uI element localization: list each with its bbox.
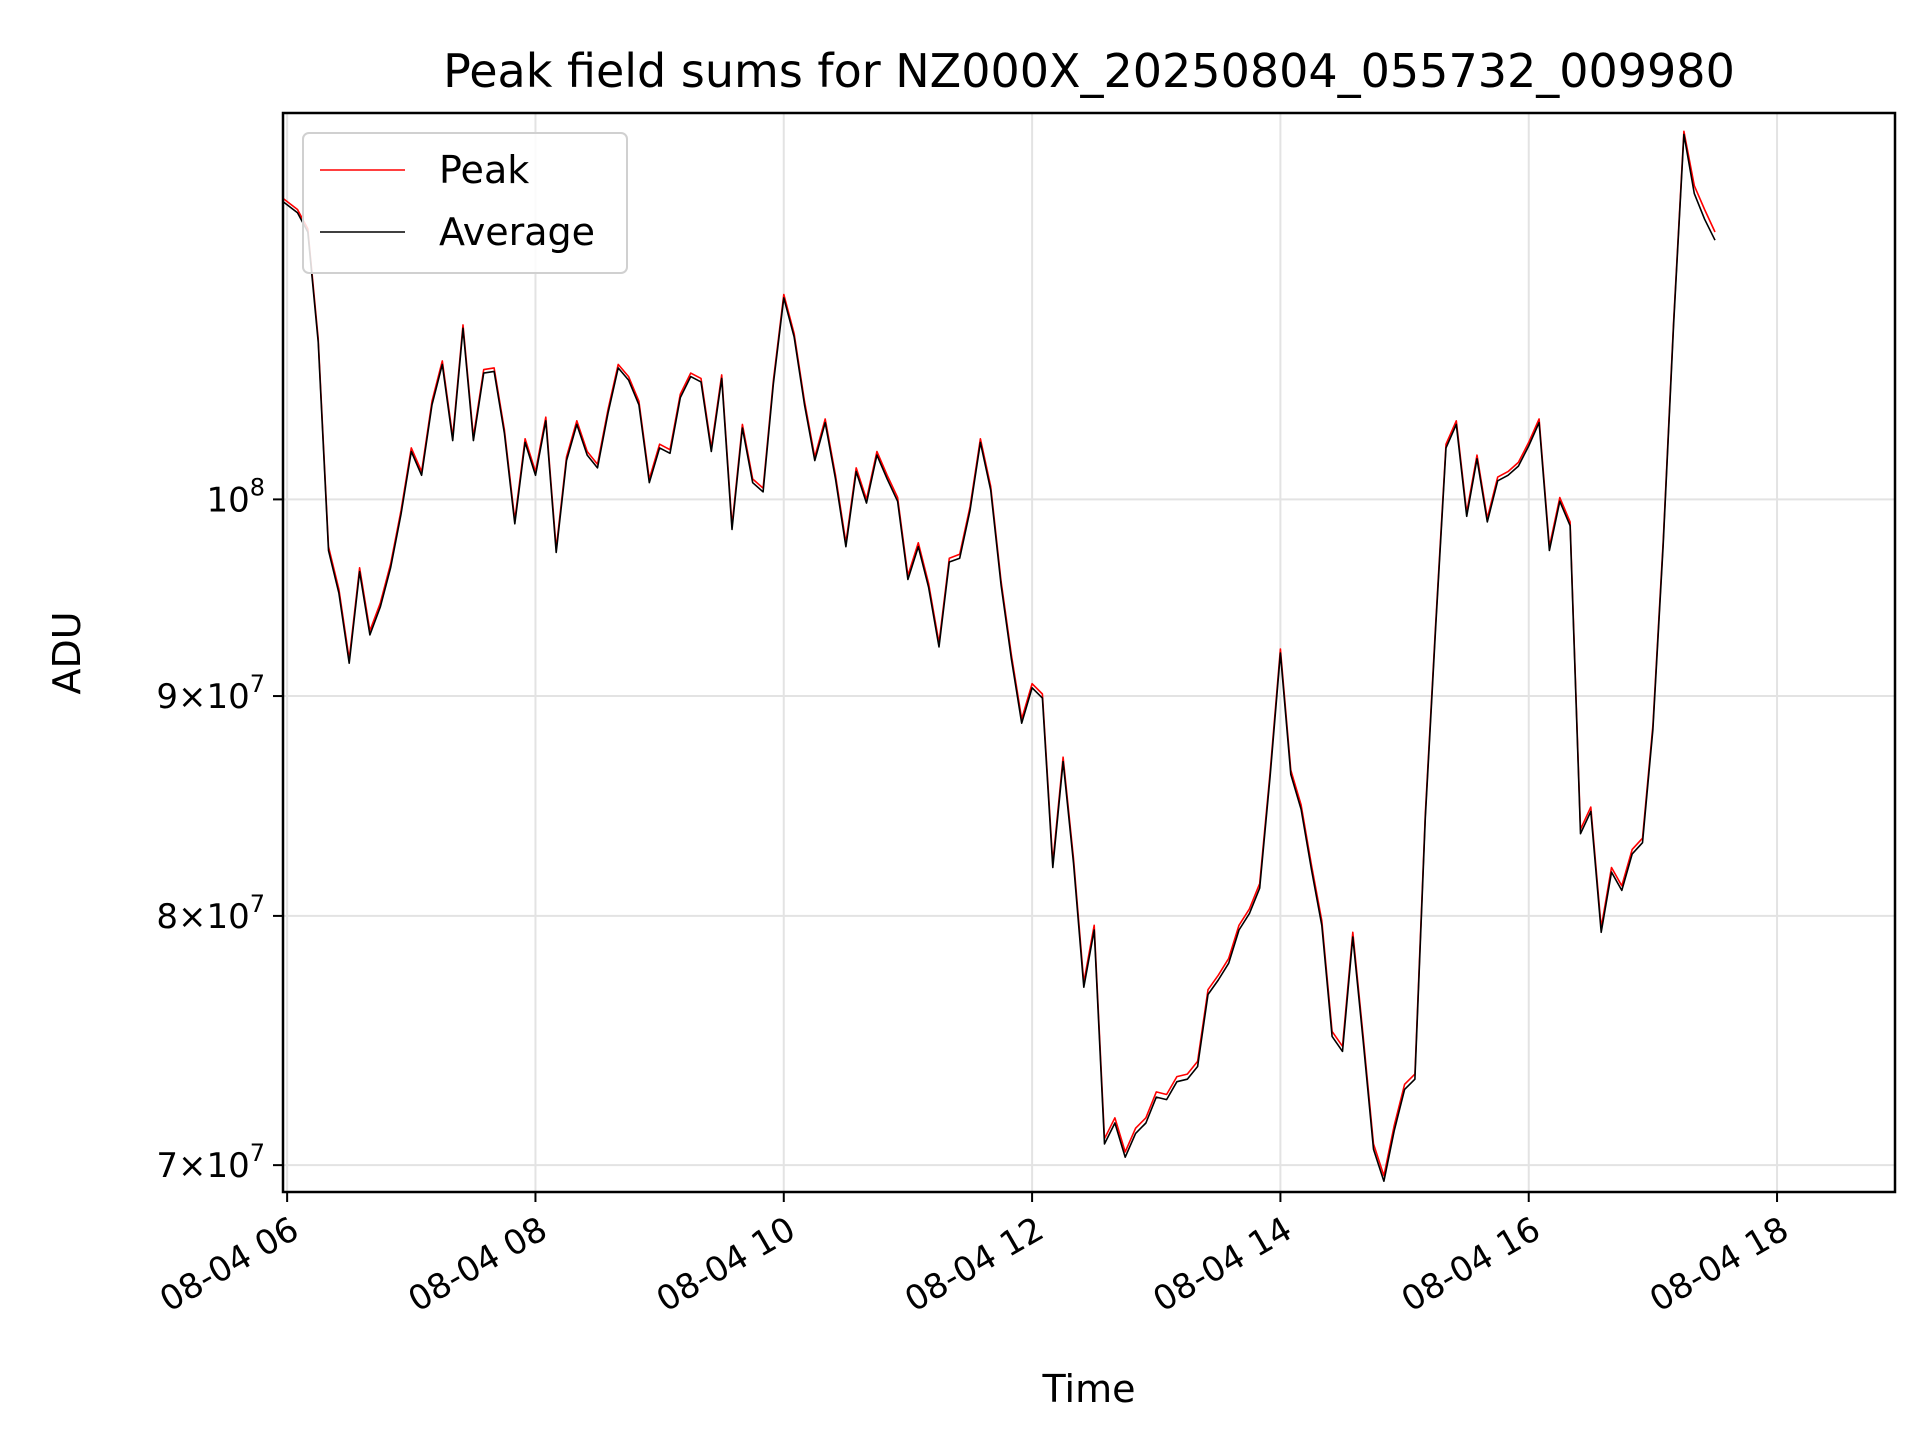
y-tick-label: 7×107 bbox=[156, 1139, 265, 1186]
x-axis-label: Time bbox=[1042, 1367, 1136, 1411]
legend: Peak Average bbox=[302, 132, 628, 274]
series-lines bbox=[283, 130, 1716, 1182]
y-axis-ticks: 7×107 8×107 9×107 108 bbox=[156, 473, 283, 1186]
chart-title: Peak field sums for NZ000X_20250804_0557… bbox=[443, 44, 1735, 98]
legend-label-peak: Peak bbox=[439, 148, 529, 192]
y-tick-label: 8×107 bbox=[156, 890, 265, 937]
legend-label-average: Average bbox=[439, 210, 595, 254]
y-axis-label: ADU bbox=[45, 611, 89, 694]
series-line-average bbox=[283, 133, 1716, 1182]
legend-box bbox=[302, 132, 628, 274]
plot-frame bbox=[281, 111, 1897, 1194]
y-tick-label: 108 bbox=[206, 473, 265, 520]
gridlines bbox=[283, 113, 1895, 1192]
y-tick-label: 9×107 bbox=[156, 670, 265, 717]
